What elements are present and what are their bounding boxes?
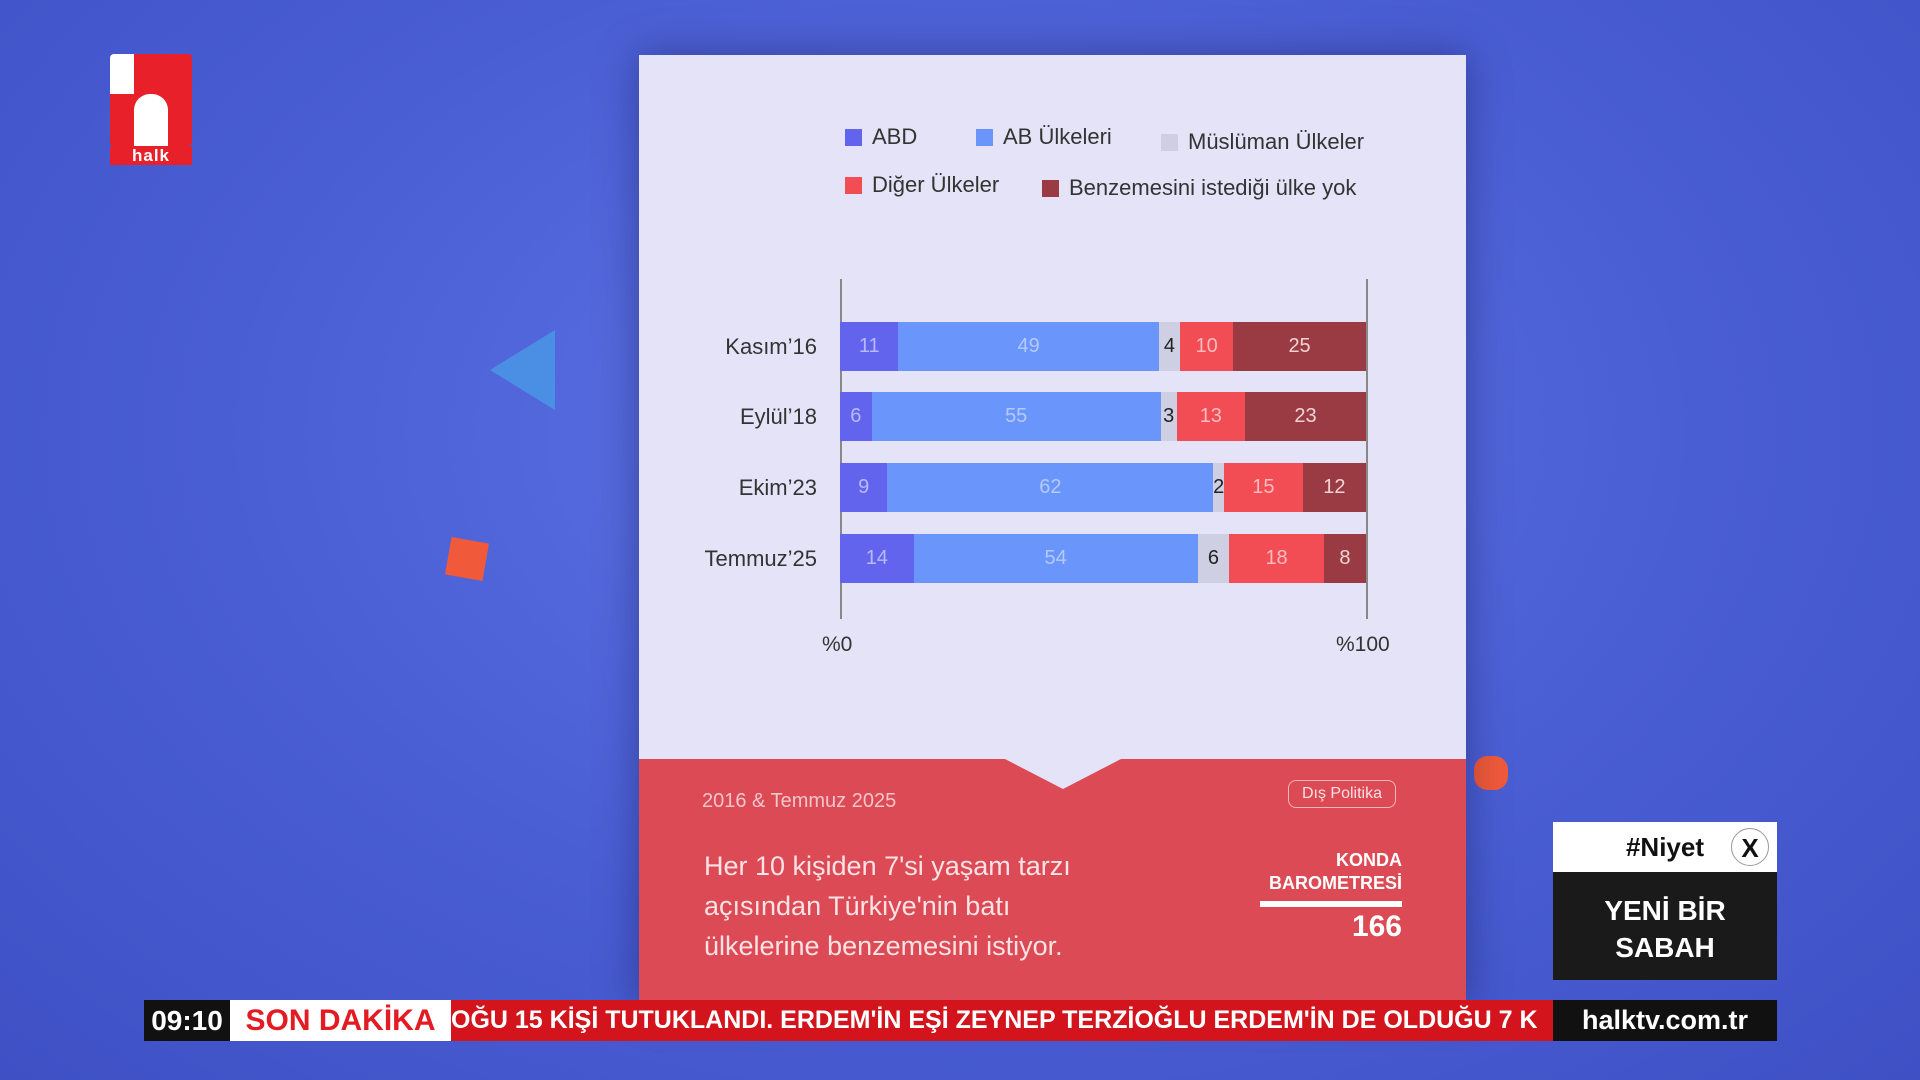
data-label: 18: [1265, 547, 1288, 569]
konda-label: KONDA: [1336, 850, 1402, 870]
data-label: 11: [858, 335, 880, 357]
data-label: 2: [1213, 476, 1225, 498]
legend-label: ABD: [872, 124, 918, 149]
data-label: 8: [1339, 547, 1351, 569]
bar-segment: 11: [840, 322, 899, 371]
legend-item: Müslüman Ülkeler: [1161, 129, 1364, 155]
program-title: YENİ BİR: [1604, 895, 1726, 926]
data-label: 14: [865, 547, 888, 569]
barometre-label: BAROMETRESİ: [1268, 873, 1402, 893]
hashtag: #Niyet: [1625, 831, 1705, 862]
decorative-shape: [1474, 756, 1508, 790]
bar-segment: 6: [1197, 534, 1230, 583]
data-label: 4: [1163, 335, 1175, 357]
bar-segment: 3: [1160, 392, 1177, 441]
decorative-triangle: [490, 330, 555, 410]
category-label: Eylül’18: [739, 404, 817, 429]
data-label: 6: [1207, 547, 1219, 569]
bar-segment: 18: [1229, 534, 1324, 583]
halk-tv-logo: halk: [110, 54, 192, 165]
axis-line-100: [1366, 279, 1368, 619]
bar-segment: 49: [898, 322, 1159, 371]
data-label: 6: [850, 405, 862, 427]
date-range: 2016 & Temmuz 2025: [702, 790, 897, 812]
bar-segment: 4: [1158, 322, 1181, 371]
data-label: 23: [1294, 405, 1317, 427]
legend-label: Benzemesini istediği ülke yok: [1069, 175, 1357, 200]
issue-number: 166: [1351, 910, 1402, 943]
tick-label-100: %100: [1336, 633, 1390, 656]
bar-segment: 62: [887, 463, 1214, 512]
panel-notch: [1005, 759, 1121, 789]
info-panel: [639, 759, 1466, 1005]
ticker-headline: OĞU 15 KİŞİ TUTUKLANDI. ERDEM'İN EŞİ ZEY…: [451, 1006, 1538, 1034]
decorative-square: [444, 536, 490, 582]
bar-segment: 13: [1176, 392, 1245, 441]
data-label: 62: [1039, 476, 1062, 498]
category-tag: Dış Politika: [1288, 780, 1396, 808]
summary-line: Her 10 kişiden 7'si yaşam tarzı: [704, 851, 1071, 881]
bar-segment: 10: [1180, 322, 1234, 371]
breaking-label: SON DAKİKA: [230, 1000, 451, 1041]
legend-item: Benzemesini istediği ülke yok: [1042, 175, 1356, 201]
legend-swatch: [1042, 179, 1059, 197]
bar-segment: 25: [1233, 322, 1366, 371]
program-title: SABAH: [1615, 932, 1715, 963]
legend-label: Müslüman Ülkeler: [1188, 129, 1365, 154]
data-label: 55: [1005, 405, 1028, 427]
program-box: #Niyet X YENİ BİR SABAH: [1553, 822, 1777, 980]
data-label: 12: [1323, 476, 1346, 498]
bar-segment: 55: [871, 392, 1161, 441]
data-label: 54: [1044, 547, 1067, 569]
data-label: 3: [1163, 405, 1175, 427]
bar-segment: 23: [1245, 392, 1366, 441]
bar-segment: 2: [1213, 463, 1224, 512]
bar-segment: 54: [913, 534, 1198, 583]
divider: [1260, 901, 1402, 907]
bar-segment: 14: [840, 534, 914, 583]
summary-line: ülkelerine benzemesini istiyor.: [704, 931, 1063, 961]
legend-swatch: [976, 128, 993, 146]
legend-swatch: [845, 128, 862, 146]
clock: 09:10: [144, 1000, 230, 1041]
legend-swatch: [845, 176, 862, 194]
legend-label: Diğer Ülkeler: [872, 172, 1000, 197]
summary-text: Her 10 kişiden 7'si yaşam tarzı açısında…: [704, 846, 1124, 966]
legend-swatch: [1161, 133, 1178, 151]
news-ticker: 09:10 SON DAKİKA OĞU 15 KİŞİ TUTUKLANDI.…: [144, 1000, 1777, 1041]
data-label: 9: [858, 476, 870, 498]
legend-item: Diğer Ülkeler: [845, 172, 999, 198]
x-logo-icon: X: [1731, 828, 1769, 866]
legend-label: AB Ülkeleri: [1003, 124, 1112, 149]
website-url: halktv.com.tr: [1553, 1000, 1777, 1041]
category-label: Ekim’23: [738, 475, 817, 500]
bar-segment: 8: [1323, 534, 1366, 583]
data-label: 10: [1195, 335, 1218, 357]
bar-segment: 15: [1223, 463, 1303, 512]
data-label: 13: [1199, 405, 1222, 427]
bar-segment: 6: [840, 392, 872, 441]
summary-line: açısından Türkiye'nin batı: [704, 891, 1011, 921]
data-label: 49: [1017, 335, 1040, 357]
bar-segment: 12: [1302, 463, 1366, 512]
data-label: 15: [1252, 476, 1275, 498]
legend-item: AB Ülkeleri: [976, 124, 1112, 150]
category-label: Temmuz’25: [704, 546, 817, 571]
konda-badge: KONDA BAROMETRESİ 166: [1240, 849, 1402, 943]
tick-label-0: %0: [822, 633, 853, 656]
axis-line-0: [840, 279, 842, 619]
ticker-text: OĞU 15 KİŞİ TUTUKLANDI. ERDEM'İN EŞİ ZEY…: [451, 1000, 1553, 1041]
data-label: 25: [1288, 335, 1311, 357]
category-label: Kasım’16: [725, 334, 817, 359]
bar-segment: 9: [840, 463, 888, 512]
legend-item: ABD: [845, 124, 917, 150]
